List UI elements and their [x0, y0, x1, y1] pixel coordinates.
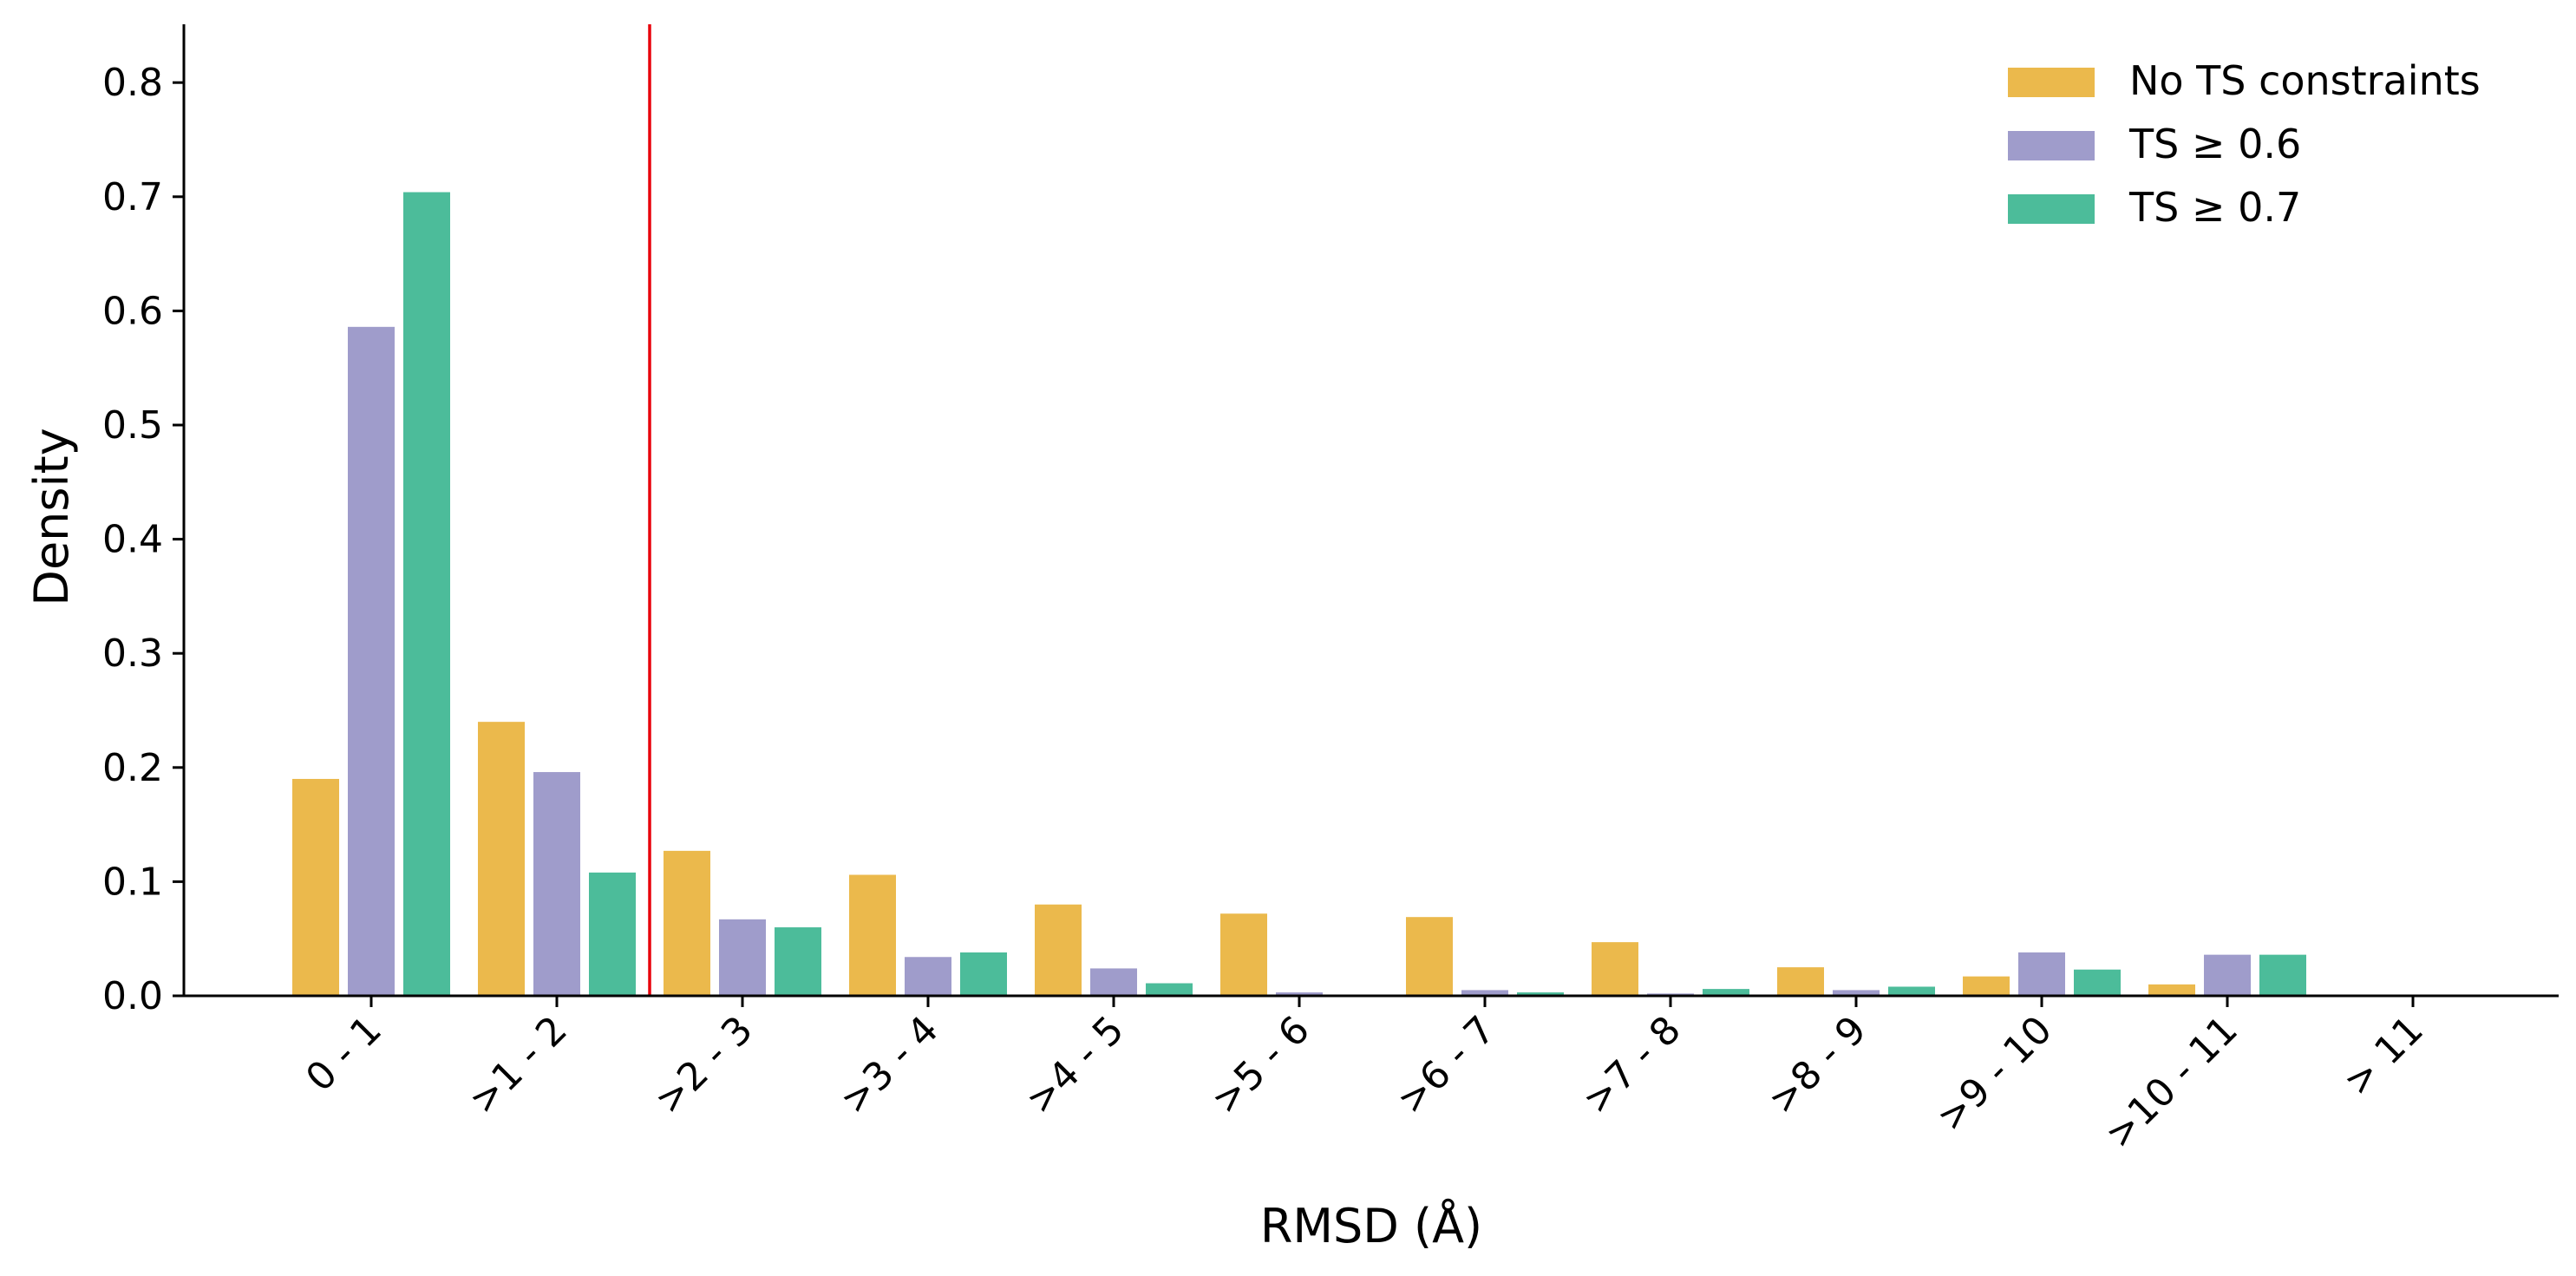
y-tick-label: 0.5 [102, 403, 163, 448]
bar-3-9 [1888, 986, 1935, 996]
legend-label-3: TS ≥ 0.7 [2128, 184, 2301, 231]
x-tick-label: 0 - 1 [297, 1008, 390, 1101]
bar-3-3 [775, 927, 821, 996]
bar-2-11 [2204, 954, 2251, 996]
x-tick-label: >10 - 11 [2096, 1008, 2246, 1157]
bar-3-10 [2074, 969, 2121, 996]
bar-1-1 [292, 778, 339, 996]
bar-2-9 [1833, 990, 1880, 996]
y-tick-label: 0.3 [102, 631, 163, 676]
bar-1-3 [664, 850, 710, 996]
legend-swatch-3 [2008, 194, 2095, 224]
legend-swatch-2 [2008, 131, 2095, 160]
bar-1-6 [1220, 913, 1267, 996]
bar-1-7 [1406, 917, 1453, 996]
y-tick-label: 0.1 [102, 860, 163, 904]
bar-3-11 [2259, 954, 2306, 996]
bar-3-2 [589, 872, 636, 996]
legend-label-1: No TS constraints [2129, 57, 2481, 104]
bar-2-10 [2018, 952, 2065, 996]
y-tick-label: 0.2 [102, 746, 163, 790]
x-tick-label: >5 - 6 [1203, 1008, 1318, 1123]
y-ticks-layer: 0.0 0.1 0.2 0.3 0.4 0.5 0.6 0.7 0.8 [102, 61, 184, 1018]
bar-2-4 [905, 957, 951, 996]
legend-label-2: TS ≥ 0.6 [2128, 121, 2301, 167]
bar-1-4 [849, 874, 896, 996]
bar-2-6 [1276, 992, 1323, 996]
bar-2-2 [533, 772, 580, 996]
x-tick-label: >9 - 10 [1928, 1008, 2061, 1141]
bar-3-7 [1517, 992, 1564, 996]
bar-1-5 [1035, 904, 1082, 996]
x-ticks-layer: 0 - 1 >1 - 2 >2 - 3 >3 - 4 >4 - 5 >5 - 6 >6 - … [297, 996, 2432, 1157]
x-tick-label: >8 - 9 [1760, 1008, 1875, 1123]
y-axis-title: Density [24, 428, 79, 605]
x-tick-label: >1 - 2 [461, 1008, 576, 1123]
legend-swatch-1 [2008, 68, 2095, 97]
x-tick-label: >6 - 7 [1389, 1008, 1504, 1123]
bar-2-3 [719, 919, 766, 996]
bar-3-8 [1703, 989, 1749, 996]
x-tick-label: >3 - 4 [832, 1008, 947, 1123]
y-tick-label: 0.7 [102, 175, 163, 219]
axes-layer [182, 24, 2559, 998]
bar-2-5 [1090, 968, 1137, 996]
x-tick-label: >7 - 8 [1574, 1008, 1690, 1123]
bar-1-8 [1592, 942, 1638, 996]
bars-layer [292, 192, 2306, 997]
y-tick-label: 0.4 [102, 518, 163, 562]
bar-2-7 [1461, 990, 1508, 996]
x-tick-label: >2 - 3 [646, 1008, 762, 1123]
bar-1-2 [478, 722, 525, 996]
bar-3-4 [960, 952, 1007, 996]
legend: No TS constraints TS ≥ 0.6 TS ≥ 0.7 [2008, 57, 2481, 231]
bar-3-1 [403, 192, 450, 996]
bar-1-10 [1963, 976, 2010, 996]
bar-3-5 [1146, 983, 1193, 996]
bar-2-1 [348, 326, 395, 997]
x-axis-title: RMSD (Å) [1260, 1198, 1482, 1253]
y-tick-label: 0.0 [102, 974, 163, 1018]
bar-1-9 [1777, 967, 1824, 996]
x-tick-label: > 11 [2335, 1008, 2432, 1105]
bar-1-11 [2148, 984, 2195, 996]
y-tick-label: 0.6 [102, 289, 163, 333]
x-tick-label: >4 - 5 [1017, 1008, 1133, 1123]
y-tick-label: 0.8 [102, 61, 163, 105]
